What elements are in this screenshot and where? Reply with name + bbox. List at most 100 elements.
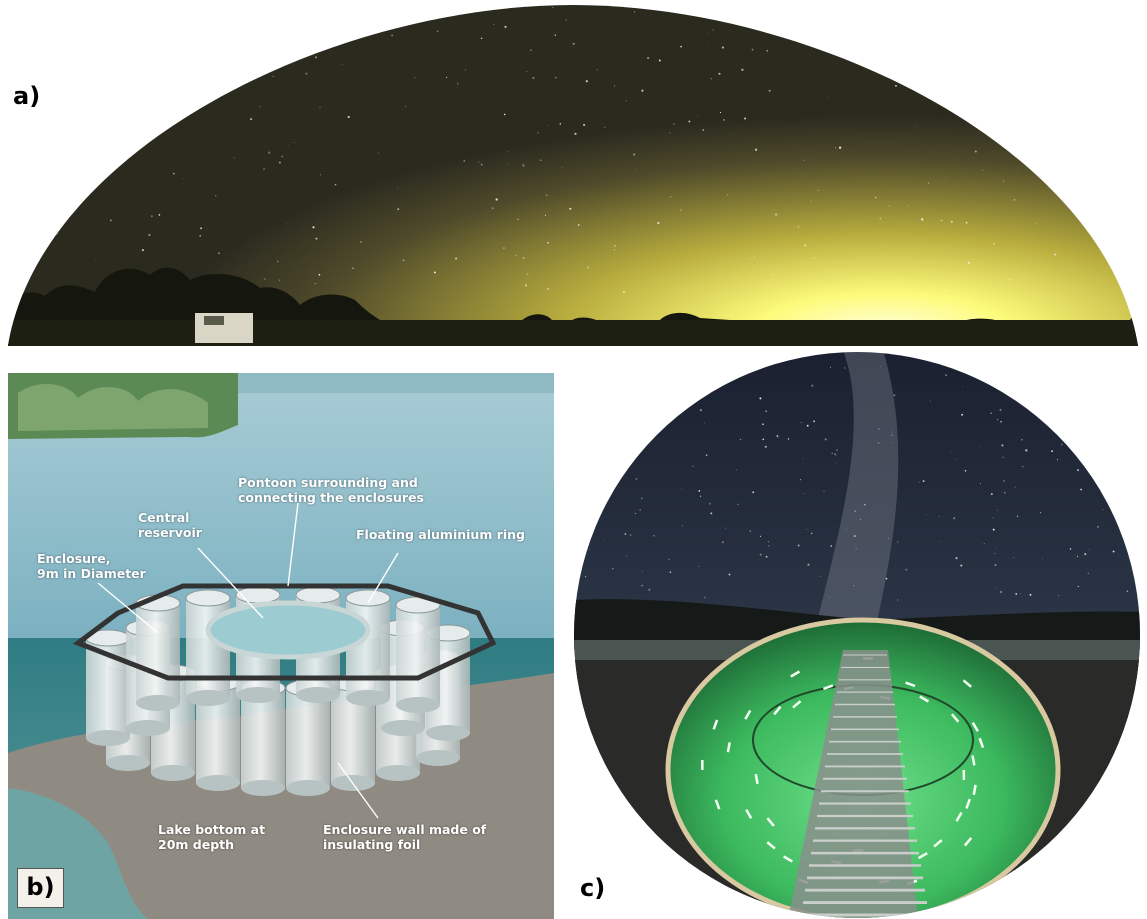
star [927,182,930,184]
star [893,394,896,397]
star [205,18,209,21]
star [715,360,717,363]
star [414,77,416,79]
star [1046,183,1049,186]
star [874,196,877,199]
star [647,57,650,60]
pool-light [933,839,943,848]
star [537,132,539,134]
star [625,556,627,558]
star [634,11,636,13]
star [340,294,342,295]
star [707,45,709,47]
star [360,241,362,243]
star [901,11,904,13]
star [681,488,683,490]
star [268,151,271,154]
star [464,69,467,71]
star [1126,517,1128,519]
pool-light [963,837,973,847]
star [1056,459,1059,461]
star [1078,99,1081,102]
star [767,540,770,543]
star [938,516,940,517]
star [493,24,495,25]
star [1051,450,1053,452]
star [503,247,505,249]
star [885,577,888,580]
star [728,573,731,576]
star [575,426,577,428]
star [962,412,964,413]
star [749,530,752,532]
star [319,106,321,108]
callout-lake-bottom: Lake bottom at 20m depth [158,822,266,852]
star [218,252,220,254]
star [94,260,96,261]
star [200,227,203,230]
pool-light [783,855,793,863]
star [1105,28,1108,31]
star [1094,34,1097,37]
star [983,543,985,545]
star [922,480,925,483]
enclosure-cylinders [85,586,471,796]
star [639,509,641,511]
star [572,42,575,45]
star [994,564,997,567]
star [1124,492,1126,494]
star [702,129,704,131]
star [992,528,995,531]
star [772,274,774,275]
star [961,413,964,416]
star [835,51,837,52]
star [752,491,755,494]
star [704,596,706,599]
star [658,59,661,62]
star [878,428,880,430]
star [727,194,729,196]
star [55,232,58,235]
star [967,13,969,15]
star [753,256,755,258]
star [914,124,916,125]
star [750,258,752,259]
star [1094,181,1096,183]
star [623,386,625,387]
star [855,548,857,550]
star [1008,17,1011,20]
star [710,78,712,80]
star [891,434,893,436]
star [996,418,999,421]
star [595,519,597,522]
star [669,132,671,134]
star [838,146,842,149]
star [656,395,658,397]
star [1113,110,1116,113]
ground [8,320,1138,346]
star [624,533,627,535]
star [524,284,528,287]
star [897,599,899,601]
star [636,169,638,170]
star [900,44,902,46]
star [657,221,660,225]
star [1013,556,1014,558]
pool-light [962,679,972,688]
star [933,74,936,77]
star [1012,139,1014,141]
central-reservoir [205,600,371,660]
pool-light [962,770,966,780]
star [323,17,325,20]
star [1077,418,1079,421]
star [897,541,899,543]
star [397,208,400,210]
star [1098,235,1101,238]
star [823,490,825,492]
star [697,116,698,117]
camper-van [195,313,253,343]
star [1032,61,1035,64]
star [669,571,672,574]
star [1003,479,1006,482]
star [574,132,577,135]
